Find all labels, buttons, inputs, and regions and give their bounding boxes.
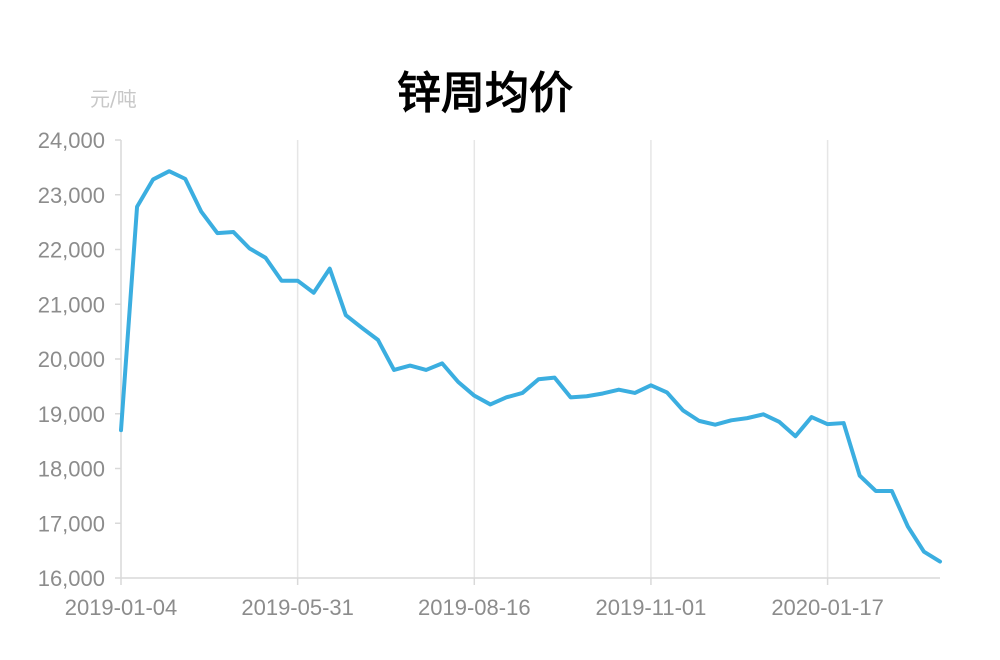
data-point (247, 246, 251, 250)
data-point (585, 394, 589, 398)
y-tick-label: 24,000 (38, 128, 105, 153)
chart-title: 锌周均价 (397, 68, 573, 119)
y-tick-labels: 16,000 17,000 18,000 19,000 20,000 21,000 22,0… (38, 128, 105, 591)
data-point (665, 390, 669, 394)
data-point (713, 423, 717, 427)
data-point (681, 408, 685, 412)
data-point (729, 418, 733, 422)
data-point (135, 205, 139, 209)
data-point (440, 361, 444, 365)
y-tick-label: 21,000 (38, 292, 105, 317)
data-point (858, 474, 862, 478)
data-point (296, 279, 300, 283)
data-point (745, 416, 749, 420)
data-point (488, 402, 492, 406)
data-point (472, 394, 476, 398)
x-tick-label: 2019-01-04 (65, 595, 178, 620)
series (119, 169, 942, 564)
data-point (424, 368, 428, 372)
data-point (264, 256, 268, 260)
data-point (874, 489, 878, 493)
data-point (280, 279, 284, 283)
grid (296, 140, 829, 578)
data-point (906, 525, 910, 529)
data-point (537, 377, 541, 381)
x-tick-label: 2019-05-31 (241, 595, 354, 620)
data-point (842, 421, 846, 425)
data-point (119, 428, 123, 432)
data-point (601, 391, 605, 395)
data-point (938, 560, 942, 564)
data-point (793, 434, 797, 438)
data-point (215, 231, 219, 235)
data-point (504, 395, 508, 399)
data-point (633, 391, 637, 395)
data-point (697, 419, 701, 423)
data-point (167, 169, 171, 173)
data-point (456, 380, 460, 384)
data-point (777, 420, 781, 424)
y-tick-label: 16,000 (38, 566, 105, 591)
axes (115, 139, 940, 585)
data-point (569, 395, 573, 399)
data-point (360, 326, 364, 330)
data-point (183, 177, 187, 181)
data-point (328, 267, 332, 271)
data-point (344, 313, 348, 317)
data-point (617, 388, 621, 392)
data-point (151, 177, 155, 181)
data-point (312, 291, 316, 295)
x-tick-label: 2019-11-01 (595, 595, 706, 620)
y-tick-label: 19,000 (38, 402, 105, 427)
x-tick-label: 2019-08-16 (418, 595, 531, 620)
data-point (520, 391, 524, 395)
series-line (119, 169, 942, 564)
data-point (376, 338, 380, 342)
data-point (199, 210, 203, 214)
data-point (231, 230, 235, 234)
y-tick-label: 18,000 (38, 457, 105, 482)
x-tick-label: 2020-01-17 (771, 595, 884, 620)
data-point (890, 489, 894, 493)
data-point (826, 422, 830, 426)
data-point (408, 364, 412, 368)
y-axis-unit: 元/吨 (90, 87, 137, 111)
data-point (649, 383, 653, 387)
x-tick-labels: 2019-01-04 2019-05-31 2019-08-16 2019-11-01… (65, 595, 884, 620)
data-point (392, 368, 396, 372)
data-point (553, 376, 557, 380)
y-tick-label: 17,000 (38, 511, 105, 536)
y-tick-label: 22,000 (38, 238, 105, 263)
data-point (810, 415, 814, 419)
data-point (761, 412, 765, 416)
y-tick-label: 23,000 (38, 183, 105, 208)
data-point (922, 550, 926, 554)
y-tick-label: 20,000 (38, 347, 105, 372)
